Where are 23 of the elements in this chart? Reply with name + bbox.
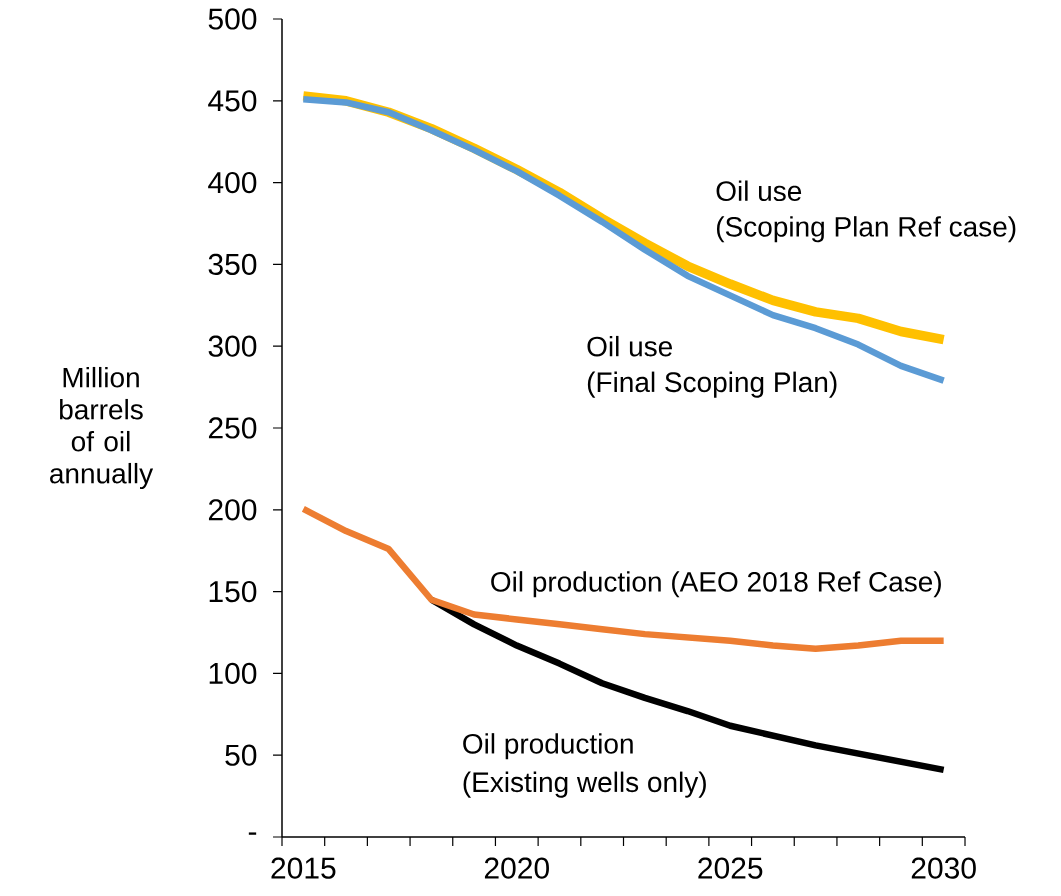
x-tick-label: 2025 [698, 857, 763, 879]
annotation: (Existing wells only) [463, 771, 706, 798]
annotation: Oil use [587, 335, 673, 357]
y-axis-title: Million barrels of oil annually [50, 366, 154, 490]
y-tick-label: 400 [208, 171, 257, 194]
y-tick-label: 250 [208, 417, 257, 439]
x-tick-label: 2030 [911, 857, 976, 879]
annotation: (Final Scoping Plan) [587, 371, 837, 398]
x-tick-label: 2020 [484, 857, 549, 879]
y-tick-label: - [248, 832, 257, 835]
annotation: Oil use [716, 180, 802, 202]
y-tick-label: 300 [208, 335, 257, 357]
annotation: Oil production (AEO 2018 Ref Case) [491, 571, 941, 598]
y-tick-label: 100 [209, 662, 257, 685]
y-tick-label: 200 [208, 499, 257, 521]
x-tick-label: 2015 [271, 857, 336, 879]
y-tick-label: 150 [209, 580, 257, 603]
y-tick-label: 350 [208, 253, 257, 276]
y-tick-label: 500 [208, 8, 257, 30]
y-tick-label: 50 [225, 744, 257, 766]
annotation: Oil production [463, 733, 633, 760]
annotation: (Scoping Plan Ref case) [716, 216, 1016, 243]
y-tick-label: 450 [208, 90, 257, 112]
